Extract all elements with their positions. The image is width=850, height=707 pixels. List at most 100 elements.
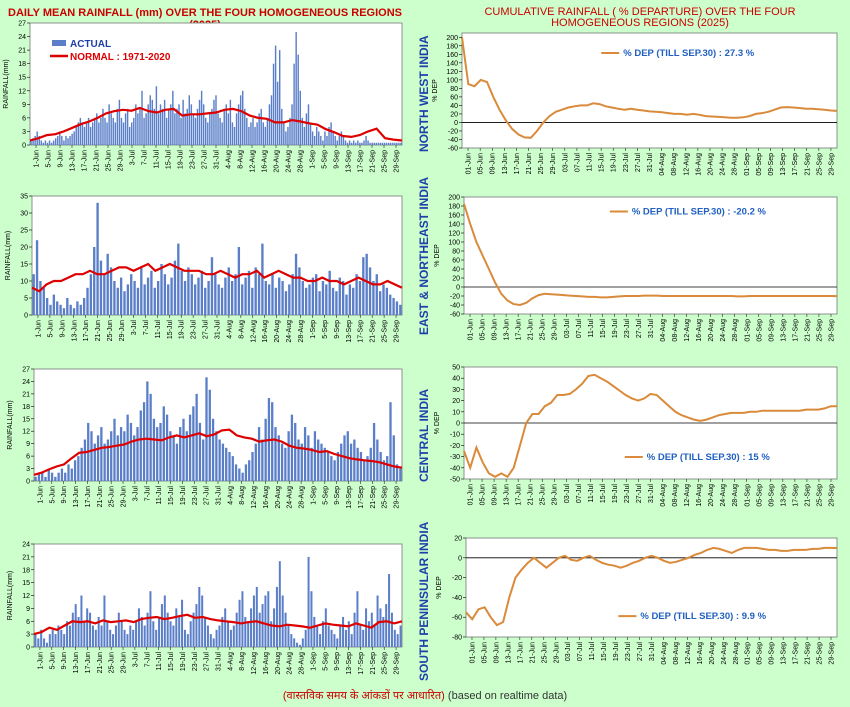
dep-chart-1-xtick-label-12: 19-Jul [611,153,618,173]
dep-chart-1-departure-line [461,37,838,139]
daily-chart-1-actual-bar [73,131,75,145]
daily-chart-4-actual-bar [221,616,224,647]
daily-chart-1-actual-bar [252,117,254,145]
dep-chart-3-xtick-label-24: 05-Sep [756,484,763,507]
daily-chart-1-actual-bar [357,140,359,145]
daily-chart-3-actual-bar [146,381,149,481]
daily-chart-2-xtick-label-1: 5-Jun [47,320,54,338]
dep-chart-3-xtick-label-29: 25-Sep [816,484,823,507]
daily-chart-1-ytick-label-2: 6 [22,115,26,122]
daily-chart-1-xtick-label-15: 31-Jul [214,150,221,170]
daily-chart-3-actual-bar [221,443,225,481]
dep-chart-3-ytick-label-10: 50 [452,365,460,372]
daily-chart-1-actual-bar [61,135,63,145]
dep-chart-2-xtick-label-4: 17-Jun [516,319,523,341]
daily-chart-2-actual-bar [328,270,331,315]
daily-chart-2-actual-bar [214,274,217,315]
daily-chart-1-actual-bar [81,122,84,145]
daily-chart-4-actual-bar [293,638,296,647]
daily-chart-1-actual-bar [40,140,43,145]
daily-chart-1-actual-bar [98,122,100,145]
daily-chart-1-xtick-label-8: 3-Jul [130,150,137,166]
daily-chart-1-actual-bar [320,135,322,145]
dep-chart-2-ytick-label-8: 100 [448,240,460,247]
daily-chart-3-actual-bar [142,402,146,481]
dep-chart-1-ytick-label-3: 0 [454,120,458,127]
dep-chart-2-xtick-label-1: 05-Jun [480,319,487,341]
daily-chart-2-actual-bar [79,304,82,315]
daily-chart-4-xtick-label-11: 15-Jul [168,652,175,672]
daily-chart-1-actual-bar [371,142,373,145]
daily-chart-3-xtick-label-3: 13-Jun [73,486,80,508]
daily-chart-3-actual-bar [386,456,389,481]
daily-chart-3-xtick-label-17: 8-Aug [239,486,246,505]
daily-chart-1-xtick-label-0: 1-Jun [34,150,41,168]
daily-chart-1-xtick-label-10: 11-Jul [154,150,161,169]
dep-chart-3-ylabel: % DEP [434,411,441,434]
daily-chart-1-actual-bar [359,142,361,145]
dep-chart-2-xtick-label-19: 16-Aug [696,319,703,342]
daily-chart-4-actual-bar [321,621,324,647]
daily-chart-2-actual-bar [389,294,392,315]
daily-chart-1-xtick-label-3: 13-Jun [70,150,77,172]
daily-chart-4-actual-bar [201,595,204,647]
daily-chart-4-actual-bar [399,625,402,647]
daily-chart-3-actual-bar [359,451,363,481]
daily-chart-1-actual-bar [94,117,96,145]
daily-chart-4-ylabel: RAINFALL(mm) [7,571,14,620]
dep-chart-1-xtick-label-16: 04-Aug [659,153,666,176]
daily-chart-3-ylabel: RAINFALL(mm) [7,400,14,449]
daily-chart-2-xtick-label-28: 21-Sep [370,320,377,343]
daily-chart-1-actual-bar [174,113,176,145]
dep-chart-3-xtick-label-26: 13-Sep [780,484,787,507]
daily-chart-4-actual-bar [117,612,120,647]
dep-chart-1-xtick-label-23: 01-Sep [744,153,751,176]
daily-chart-1-actual-bar [338,135,341,145]
daily-chart-3-actual-bar [215,431,218,481]
daily-chart-1-actual-bar [260,108,262,145]
dep-chart-1-xtick-label-13: 23-Jul [623,153,630,173]
daily-chart-4-actual-bar [379,608,382,647]
daily-chart-4-actual-bar [215,629,218,647]
daily-chart-2-actual-bar [173,260,177,315]
daily-chart-1-actual-bar [311,131,314,145]
daily-chart-4-xtick-label-19: 16-Aug [263,652,270,675]
daily-chart-1-actual-bar [322,140,324,145]
dep-chart-4-xtick-label-20: 20-Aug [709,642,716,665]
daily-chart-1-actual-bar [30,140,32,145]
daily-chart-1-actual-bar [145,113,147,145]
daily-chart-2-actual-bar [62,308,66,315]
daily-chart-2-xtick-label-9: 7-Jul [143,320,150,336]
daily-chart-1-actual-bar [350,142,353,145]
daily-chart-2-actual-bar [298,267,301,315]
daily-chart-1-actual-bar [369,142,371,145]
daily-chart-1-actual-bar [244,108,246,145]
daily-chart-3-actual-bar [248,460,251,481]
daily-chart-1-xtick-label-25: 9-Sep [334,150,341,169]
daily-chart-4-actual-bar [189,621,192,647]
daily-chart-1-xtick-label-6: 25-Jun [106,150,113,172]
daily-chart-4-xtick-label-14: 27-Jul [204,652,211,672]
dep-chart-4-xtick-label-2: 09-Jun [493,642,500,664]
daily-chart-1-actual-bar [196,108,199,145]
daily-chart-1-actual-bar [377,142,380,145]
daily-chart-2-actual-bar [338,277,341,315]
daily-chart-1-actual-bar [192,113,195,145]
dep-chart-2-xtick-label-18: 12-Aug [684,319,691,342]
dep-chart-1-ytick-label-1: -40 [448,137,458,144]
dep-chart-4-xtick-label-23: 01-Sep [745,642,752,665]
daily-chart-3-xtick-label-26: 13-Sep [346,486,353,509]
dep-chart-1-ytick-label-5: 40 [450,103,458,110]
daily-chart-2-normal-line [31,262,403,293]
daily-chart-1-ytick-label-4: 12 [18,88,26,95]
daily-chart-4-actual-bar [181,599,184,647]
daily-chart-4-actual-bar [307,556,310,647]
daily-chart-1-xtick-label-21: 24-Aug [286,150,293,173]
daily-chart-2-actual-bar [69,304,72,315]
dep-chart-4-xtick-label-28: 21-Sep [805,642,812,665]
daily-chart-4-actual-bar [316,625,319,647]
dep-chart-4-departure-line [465,546,838,627]
daily-chart-1-actual-bar [264,126,267,145]
daily-chart-4-actual-bar [45,642,48,647]
